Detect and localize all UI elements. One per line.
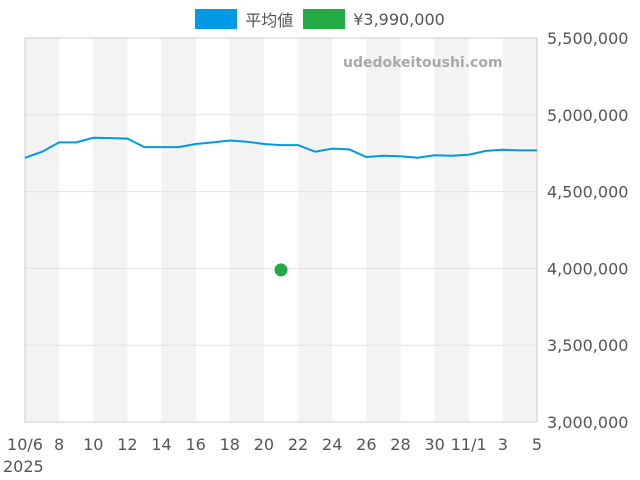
grid-band xyxy=(434,38,469,422)
x-tick-label: 26 xyxy=(356,435,376,454)
grid-band xyxy=(161,38,196,422)
y-tick-label: 3,500,000 xyxy=(547,336,628,355)
x-tick-label: 14 xyxy=(151,435,171,454)
grid-band xyxy=(366,38,401,422)
legend-item-price[interactable]: ¥3,990,000 xyxy=(303,9,445,29)
grid-band xyxy=(298,38,333,422)
x-tick-label: 10/6 xyxy=(7,435,43,454)
x-tick-label: 20 xyxy=(254,435,274,454)
grid-band xyxy=(93,38,128,422)
x-tick-label: 30 xyxy=(424,435,444,454)
x-year-label: 2025 xyxy=(3,457,44,476)
y-tick-label: 4,500,000 xyxy=(547,183,628,202)
x-tick-label: 11/1 xyxy=(451,435,487,454)
y-tick-label: 5,500,000 xyxy=(547,29,628,48)
y-tick-label: 4,000,000 xyxy=(547,259,628,278)
x-tick-label: 12 xyxy=(117,435,137,454)
plot-frame xyxy=(24,37,538,423)
grid-band xyxy=(25,38,60,422)
x-tick-label: 22 xyxy=(288,435,308,454)
legend-swatch-price xyxy=(303,9,346,29)
x-tick-label: 8 xyxy=(54,435,64,454)
legend-item-average[interactable]: 平均値 xyxy=(195,7,293,31)
grid-band xyxy=(502,38,537,422)
x-tick-label: 24 xyxy=(322,435,342,454)
grid-band xyxy=(229,38,264,422)
x-tick-label: 28 xyxy=(390,435,410,454)
data-point-price xyxy=(274,263,288,277)
x-tick-label: 10 xyxy=(83,435,103,454)
watermark: udedokeitoushi.com xyxy=(343,55,503,71)
x-tick-label: 18 xyxy=(220,435,240,454)
x-tick-label: 16 xyxy=(185,435,205,454)
legend-swatch-average xyxy=(195,9,238,29)
legend-label-price: ¥3,990,000 xyxy=(353,9,445,29)
series-line-average xyxy=(24,136,537,159)
y-tick-label: 5,000,000 xyxy=(547,106,628,125)
x-tick-label: 3 xyxy=(498,435,508,454)
y-tick-label: 3,000,000 xyxy=(547,413,628,432)
x-tick-label: 5 xyxy=(532,435,542,454)
legend-label-average: 平均値 xyxy=(245,11,294,30)
legend: 平均値 ¥3,990,000 xyxy=(0,8,640,30)
